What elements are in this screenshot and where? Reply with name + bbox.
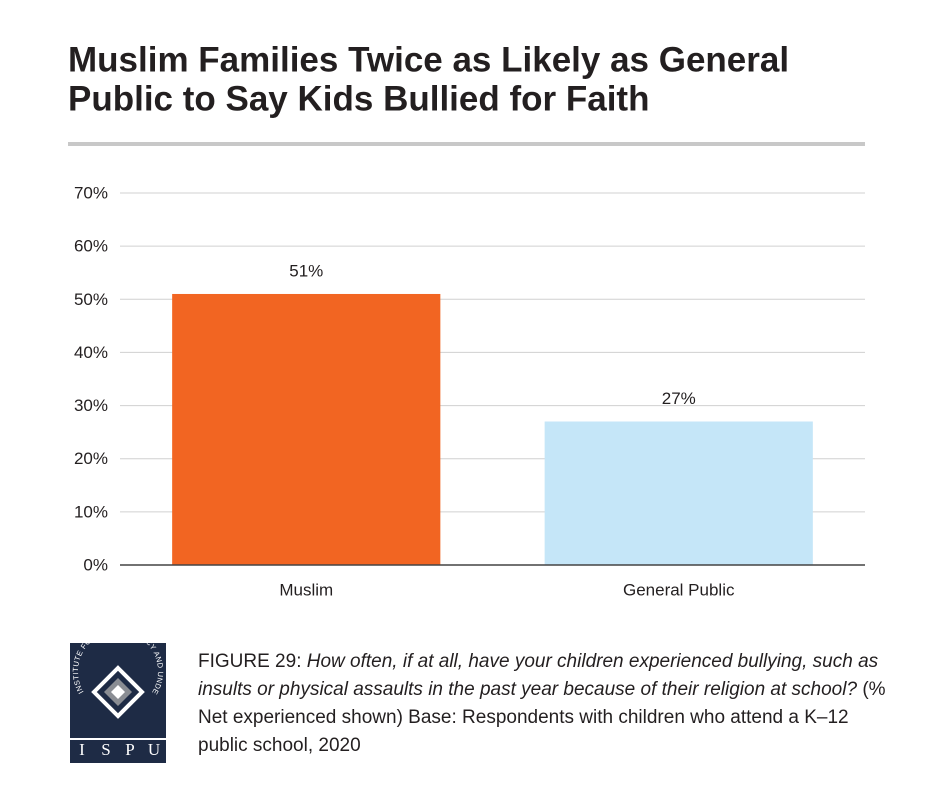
y-tick-label: 70% <box>74 183 108 202</box>
bar <box>544 421 813 565</box>
y-tick-label: 40% <box>74 343 108 362</box>
y-tick-label: 20% <box>74 449 108 468</box>
x-tick-label: General Public <box>623 580 735 599</box>
logo-letter: S <box>101 740 110 759</box>
figure-label: FIGURE 29 <box>198 651 297 672</box>
logo-letter: P <box>125 740 134 759</box>
logo-letter: U <box>148 740 160 759</box>
note: (% Net experienced shown) Base: Responde… <box>198 679 886 756</box>
value-label: 27% <box>662 389 696 408</box>
bar <box>172 293 441 565</box>
y-tick-label: 10% <box>74 502 108 521</box>
logo-letter: I <box>79 740 85 759</box>
y-tick-label: 30% <box>74 396 108 415</box>
question: How often, if at all, have your children… <box>198 651 879 700</box>
chart-title: Muslim Families Twice as Likely as Gener… <box>68 40 789 79</box>
y-tick-label: 50% <box>74 290 108 309</box>
y-tick-label: 0% <box>83 555 108 574</box>
logo-diamond <box>91 665 145 719</box>
caption: FIGURE 29: How often, if at all, have yo… <box>198 651 886 756</box>
x-tick-label: Muslim <box>279 580 333 599</box>
value-label: 51% <box>289 261 323 280</box>
logo-diamond <box>111 685 125 699</box>
logo-rule <box>70 738 166 740</box>
y-tick-label: 60% <box>74 237 108 256</box>
chart-title: Public to Say Kids Bullied for Faith <box>68 79 649 118</box>
title-rule <box>68 142 865 146</box>
